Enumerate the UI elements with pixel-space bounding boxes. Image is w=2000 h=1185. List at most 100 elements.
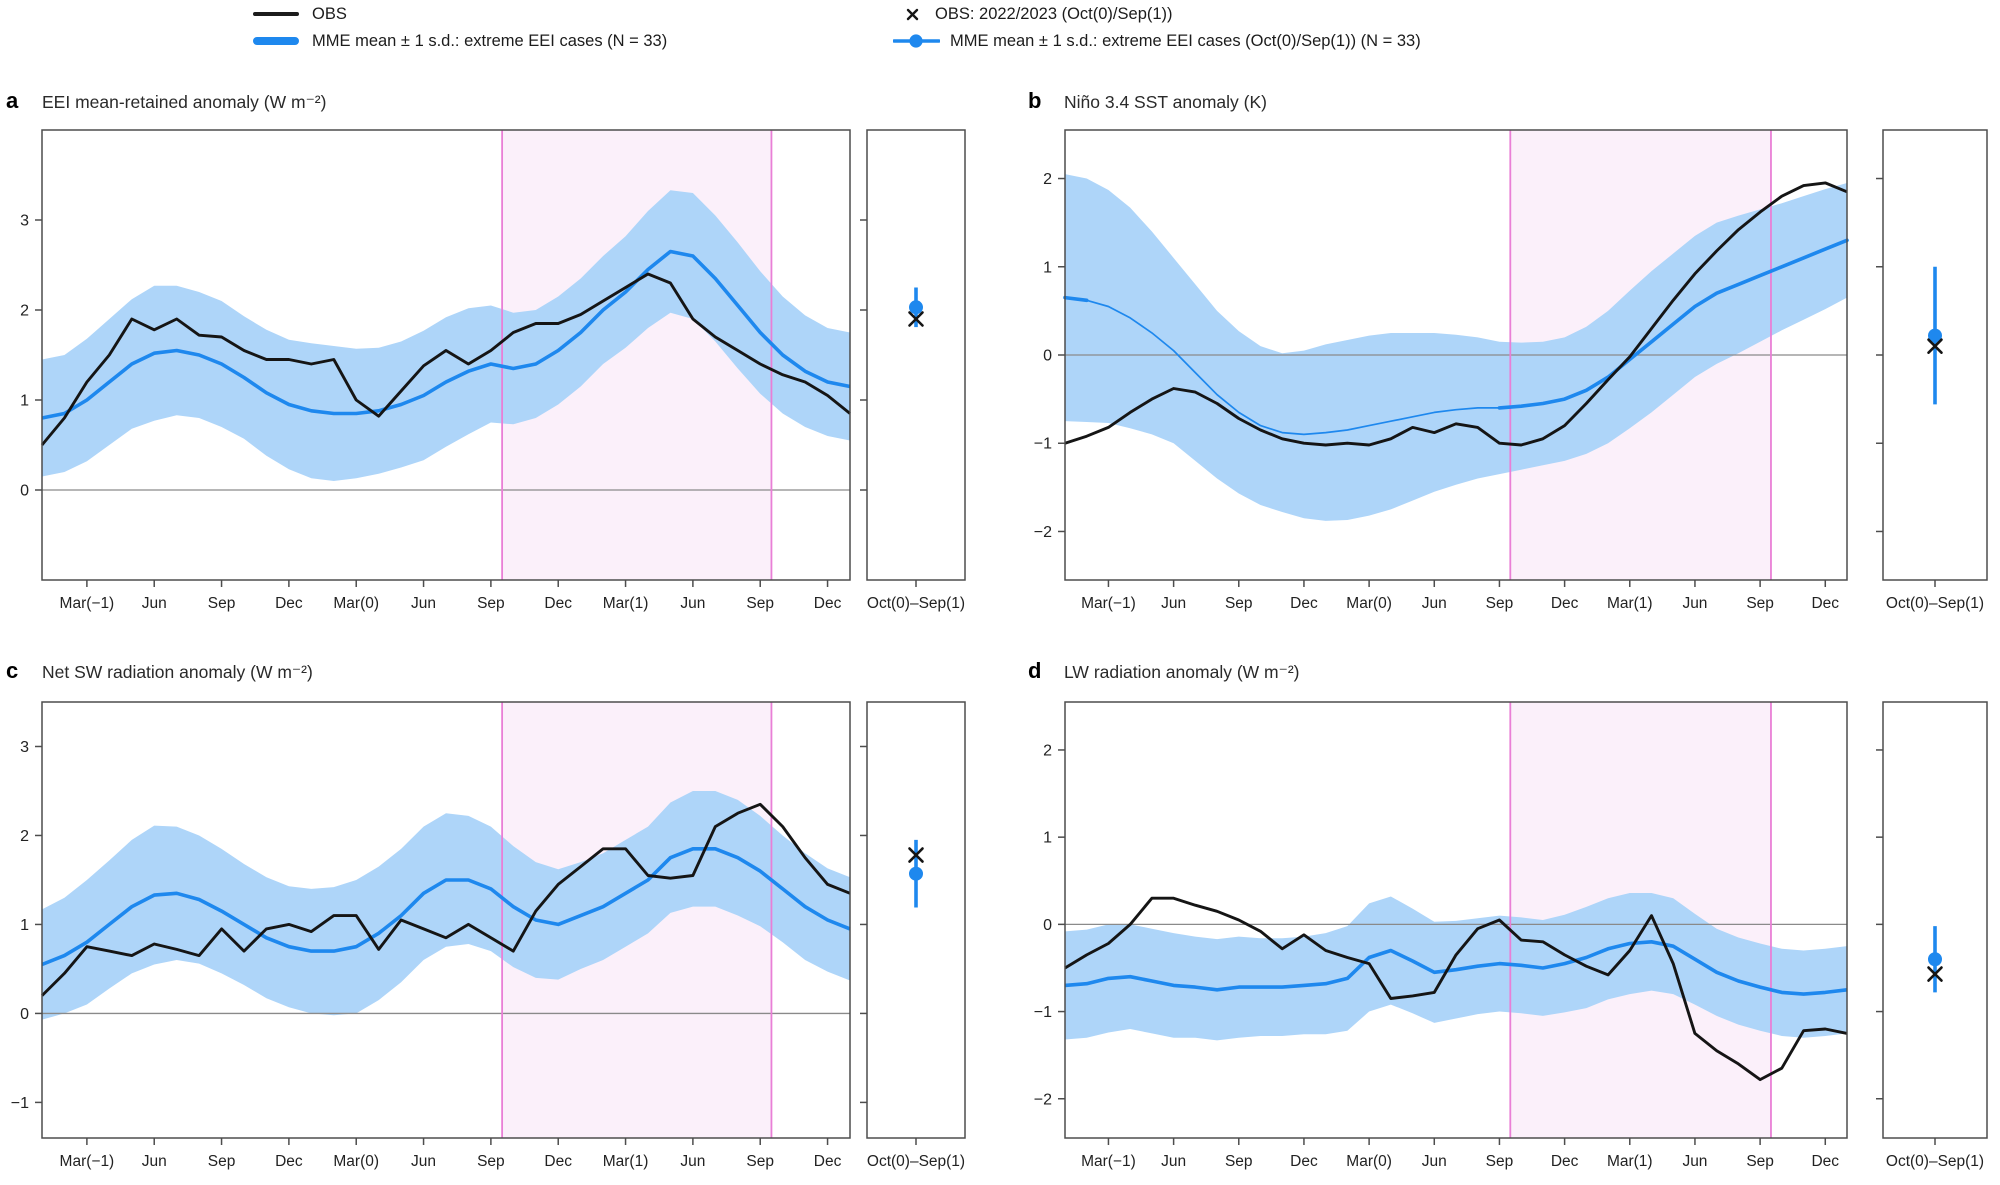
side-panel-border bbox=[866, 701, 966, 1139]
panel-d-title: d LW radiation anomaly (W m⁻²) bbox=[1028, 658, 1300, 684]
y-axis-tick-label: 0 bbox=[1043, 348, 1052, 365]
main-plot-border bbox=[41, 129, 851, 581]
x-axis-tick-label: Mar(1) bbox=[1607, 1153, 1653, 1170]
side-x-axis-label: Oct(0)–Sep(1) bbox=[867, 1153, 965, 1170]
x-axis-tick-label: Jun bbox=[1422, 1153, 1447, 1170]
y-axis-tick-label: 2 bbox=[20, 303, 29, 320]
x-axis-tick-label: Mar(0) bbox=[1346, 595, 1392, 612]
side-x-axis-label: Oct(0)–Sep(1) bbox=[1886, 595, 1984, 612]
x-axis-tick-label: Sep bbox=[1486, 1153, 1514, 1170]
x-axis-tick-label: Dec bbox=[1551, 1153, 1579, 1170]
x-axis-tick-label: Jun bbox=[411, 1153, 436, 1170]
legend-label: MME mean ± 1 s.d.: extreme EEI cases (N … bbox=[312, 31, 668, 50]
side-x-axis-label: Oct(0)–Sep(1) bbox=[867, 595, 965, 612]
x-axis-tick-label: Jun bbox=[1682, 595, 1707, 612]
x-axis-tick-label: Sep bbox=[208, 595, 236, 612]
y-axis-tick-label: 0 bbox=[20, 1006, 29, 1023]
x-axis-tick-label: Sep bbox=[1486, 595, 1514, 612]
panel-c-title: c Net SW radiation anomaly (W m⁻²) bbox=[6, 658, 313, 684]
mme-mean-marker bbox=[909, 300, 923, 315]
x-axis-tick-label: Jun bbox=[142, 1153, 167, 1170]
panel-a-title: a EEI mean-retained anomaly (W m⁻²) bbox=[6, 88, 326, 114]
x-axis-tick-label: Sep bbox=[1746, 1153, 1774, 1170]
mme-mean-marker bbox=[1928, 952, 1942, 967]
x-axis-tick-label: Mar(0) bbox=[333, 595, 379, 612]
x-axis-tick-label: Dec bbox=[544, 1153, 572, 1170]
panel-letter: d bbox=[1028, 658, 1042, 683]
x-axis-tick-label: Jun bbox=[1422, 595, 1447, 612]
x-axis-tick-label: Mar(−1) bbox=[60, 595, 115, 612]
mme-uncertainty-band bbox=[1065, 892, 1847, 1041]
main-plot-border bbox=[1064, 701, 1848, 1139]
x-axis-tick-label: Jun bbox=[411, 595, 436, 612]
x-axis-tick-label: Sep bbox=[477, 1153, 505, 1170]
obs-x-marker bbox=[1927, 966, 1943, 982]
x-axis-tick-label: Mar(1) bbox=[1607, 595, 1653, 612]
x-axis-tick-label: Jun bbox=[1682, 1153, 1707, 1170]
x-axis-tick-label: Mar(−1) bbox=[60, 1153, 115, 1170]
legend-label: OBS bbox=[312, 4, 347, 23]
y-axis-tick-label: −2 bbox=[1034, 524, 1052, 541]
x-axis-tick-label: Sep bbox=[208, 1153, 236, 1170]
x-axis-tick-label: Sep bbox=[746, 595, 774, 612]
obs-x-marker bbox=[908, 311, 924, 327]
legend-item-mme: MME mean ± 1 s.d.: extreme EEI cases (N … bbox=[253, 30, 667, 52]
legend-item-obs-point: OBS: 2022/2023 (Oct(0)/Sep(1)) bbox=[905, 3, 1173, 25]
y-axis-tick-label: 0 bbox=[1043, 917, 1052, 934]
obs-x-marker bbox=[908, 847, 924, 863]
x-axis-tick-label: Dec bbox=[275, 1153, 303, 1170]
side-panel-border bbox=[866, 129, 966, 581]
y-axis-tick-label: 1 bbox=[1043, 830, 1052, 847]
y-axis-tick-label: −1 bbox=[11, 1095, 29, 1112]
obs-line-swatch bbox=[253, 12, 299, 16]
mme-line-swatch bbox=[253, 37, 299, 45]
x-axis-tick-label: Mar(−1) bbox=[1081, 1153, 1136, 1170]
legend-item-obs: OBS bbox=[253, 3, 347, 25]
mme-mean-line bbox=[1064, 940, 1848, 996]
x-axis-tick-label: Dec bbox=[1811, 1153, 1839, 1170]
y-axis-tick-label: 3 bbox=[20, 739, 29, 756]
y-axis-tick-label: 1 bbox=[1043, 259, 1052, 276]
y-axis-tick-label: −1 bbox=[1034, 436, 1052, 453]
panel-b-title: b Niño 3.4 SST anomaly (K) bbox=[1028, 88, 1267, 114]
obs-line bbox=[1064, 896, 1848, 1082]
x-marker-icon bbox=[905, 7, 920, 22]
x-axis-tick-label: Sep bbox=[746, 1153, 774, 1170]
y-axis-tick-label: 2 bbox=[1043, 171, 1052, 188]
y-axis-tick-label: 1 bbox=[20, 917, 29, 934]
panel-title-text: EEI mean-retained anomaly (W m⁻²) bbox=[42, 92, 327, 112]
mme-mean-marker bbox=[1928, 328, 1942, 343]
x-axis-tick-label: Mar(−1) bbox=[1081, 595, 1136, 612]
mme-mean-line bbox=[1497, 238, 1849, 410]
panel-letter: c bbox=[6, 658, 19, 683]
obs-line bbox=[1064, 181, 1848, 447]
x-axis-tick-label: Dec bbox=[814, 1153, 842, 1170]
mme-uncertainty-band bbox=[42, 190, 850, 482]
side-x-axis-label: Oct(0)–Sep(1) bbox=[1886, 1153, 1984, 1170]
x-axis-tick-label: Dec bbox=[1551, 595, 1579, 612]
obs-x-marker bbox=[1927, 338, 1943, 354]
main-plot-border bbox=[41, 701, 851, 1139]
y-axis-tick-label: 2 bbox=[20, 828, 29, 845]
side-panel-border bbox=[1882, 701, 1988, 1139]
mme-mean-line bbox=[41, 249, 851, 420]
x-axis-tick-label: Jun bbox=[1161, 1153, 1186, 1170]
x-axis-tick-label: Dec bbox=[1811, 595, 1839, 612]
panel-title-text: Niño 3.4 SST anomaly (K) bbox=[1064, 92, 1267, 112]
x-axis-tick-label: Sep bbox=[1225, 1153, 1253, 1170]
y-axis-tick-label: 3 bbox=[20, 213, 29, 230]
x-axis-tick-label: Sep bbox=[1746, 595, 1774, 612]
x-axis-tick-label: Mar(1) bbox=[603, 595, 649, 612]
legend-item-mme-point: MME mean ± 1 s.d.: extreme EEI cases (Oc… bbox=[893, 30, 1421, 52]
x-axis-tick-label: Sep bbox=[1225, 595, 1253, 612]
obs-line bbox=[40, 802, 851, 997]
legend-label: MME mean ± 1 s.d.: extreme EEI cases (Oc… bbox=[950, 31, 1421, 50]
obs-line bbox=[40, 272, 851, 446]
x-axis-tick-label: Dec bbox=[275, 595, 303, 612]
x-axis-tick-label: Dec bbox=[544, 595, 572, 612]
x-axis-tick-label: Dec bbox=[1290, 1153, 1318, 1170]
y-axis-tick-label: −1 bbox=[1034, 1004, 1052, 1021]
x-axis-tick-label: Sep bbox=[477, 595, 505, 612]
